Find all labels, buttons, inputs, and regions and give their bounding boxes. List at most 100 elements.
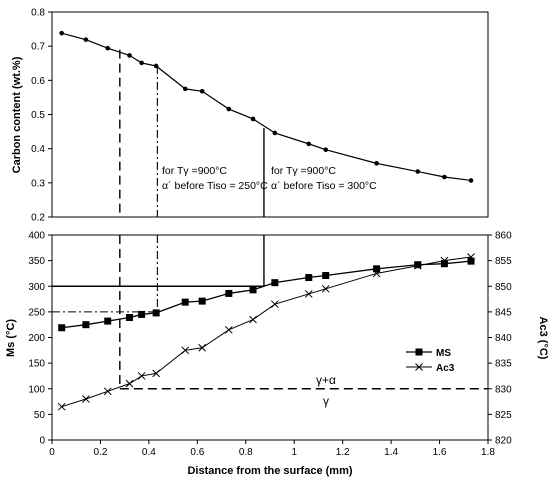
x-tick-label: 1.6 [433, 447, 447, 458]
ms-point [198, 297, 206, 305]
phase-label-gamma: γ [323, 394, 329, 408]
x-tick-label: 1.8 [481, 447, 495, 458]
ac3-point [103, 387, 112, 396]
ac3-point [198, 343, 207, 352]
ac3-point [304, 290, 313, 298]
ms-point [414, 261, 422, 269]
carbon-y-tick-label: 0.4 [31, 144, 45, 155]
ac3-line [61, 256, 472, 408]
carbon-point [182, 86, 188, 92]
ac3-y-tick-label: 835 [495, 359, 512, 370]
carbon-point [468, 178, 474, 183]
ms-point [82, 321, 90, 329]
ac3-point [57, 402, 66, 411]
x-ticks: 0 0.2 0.4 0.6 0.8 1 1.2 1.4 1.6 1.8 [49, 440, 495, 458]
ac3-y-tick-label: 840 [495, 333, 512, 344]
carbon-point [442, 174, 447, 180]
carbon-point [105, 45, 111, 51]
legend-ac3-marker [415, 363, 423, 371]
x-tick-label: 0.4 [142, 447, 156, 458]
ms-plot-frame [51, 234, 489, 441]
ac3-point [270, 300, 279, 309]
x-tick-label: 0.8 [239, 447, 253, 458]
x-tick-label: 1.4 [384, 447, 398, 458]
ms-point [322, 271, 330, 279]
ac3-y-axis-label: Ac3 (°C) [537, 317, 549, 360]
ac3-point [249, 315, 257, 324]
carbon-y-tick-label: 0.8 [31, 8, 45, 19]
ms-point [440, 260, 448, 268]
ms-point [305, 274, 313, 282]
x-tick-label: 0.6 [190, 447, 204, 458]
ac3-series [57, 253, 475, 411]
ms-y-tick-label: 150 [28, 359, 45, 370]
carbon-point [415, 169, 421, 174]
ms-y-ticks: 0 50 100 150 200 250 300 350 400 [28, 231, 52, 447]
ac3-y-tick-label: 830 [495, 384, 512, 395]
carbon-y-tick-label: 0.5 [31, 110, 45, 121]
carbon-point [374, 161, 379, 166]
ms-point [104, 317, 112, 325]
x-tick-label: 0.2 [93, 447, 107, 458]
ac3-point [321, 284, 330, 293]
ms-ac3-chart: 0 50 100 150 200 250 300 350 400 820 825 830 835 840… [5, 231, 549, 478]
ms-y-tick-label: 400 [28, 231, 45, 242]
ms-point [58, 324, 66, 332]
legend-ac3-label: Ac3 [436, 363, 455, 374]
phase-label-gamma-alpha: γ+α [316, 373, 336, 387]
carbon-point [127, 53, 132, 58]
ac3-point [125, 379, 134, 388]
carbon-y-tick-label: 0.6 [31, 76, 45, 87]
x-tick-label: 1.2 [336, 447, 350, 458]
ms-point [225, 289, 233, 297]
legend-ms-marker [415, 348, 423, 356]
ac3-y-tick-label: 855 [495, 256, 512, 267]
ms-point [138, 310, 146, 318]
ms-point [467, 257, 475, 265]
ac3-y-tick-label: 850 [495, 282, 512, 293]
legend: MS Ac3 [406, 348, 455, 374]
carbon-y-axis-label: Carbon content (wt.%) [11, 56, 23, 173]
carbon-y-ticks: 0.2 0.3 0.4 0.5 0.6 0.7 0.8 [31, 8, 52, 224]
annotation-300-line2: α´ before Tiso = 300°C [271, 180, 377, 192]
ac3-y-tick-label: 825 [495, 410, 512, 421]
carbon-point [250, 116, 256, 122]
ac3-y-tick-label: 820 [495, 436, 512, 447]
ms-point [152, 309, 160, 317]
x-tick-label: 0 [49, 447, 55, 458]
legend-ms-label: MS [436, 348, 451, 359]
ms-point [373, 265, 381, 273]
carbon-plot-frame [51, 11, 489, 218]
carbon-reference-lines [119, 49, 265, 217]
ms-point [181, 298, 189, 306]
ac3-point [152, 369, 161, 378]
ms-y-tick-label: 250 [28, 307, 45, 318]
ms-y-tick-label: 50 [34, 410, 46, 421]
carbon-chart: 0.2 0.3 0.4 0.5 0.6 0.7 0.8 Carbon content (wt… [11, 8, 489, 224]
carbon-point [59, 30, 64, 36]
carbon-series [59, 30, 474, 183]
carbon-point [139, 60, 144, 66]
ac3-point [181, 346, 190, 355]
ms-y-tick-label: 0 [39, 436, 45, 447]
x-tick-label: 1 [291, 447, 297, 458]
annotation-250-line2: α´ before Tiso = 250°C [162, 180, 268, 192]
ms-y-axis-label: Ms (°C) [5, 319, 17, 357]
ms-reference-lines [52, 235, 488, 390]
carbon-point [323, 147, 329, 152]
carbon-point [83, 37, 89, 42]
ms-point [249, 286, 257, 294]
ac3-point [224, 325, 233, 334]
ac3-y-tick-label: 845 [495, 307, 512, 318]
ms-y-tick-label: 350 [28, 256, 45, 267]
carbon-line [61, 32, 472, 182]
carbon-point [272, 130, 278, 136]
x-axis-label: Distance from the surface (mm) [187, 465, 352, 477]
annotation-300-line1: for Tγ =900°C [271, 165, 336, 177]
ms-point [271, 279, 279, 287]
carbon-point [199, 88, 205, 94]
annotation-250-line1: for Tγ =900°C [162, 165, 227, 177]
ms-series [58, 257, 475, 332]
ac3-point [82, 395, 90, 403]
